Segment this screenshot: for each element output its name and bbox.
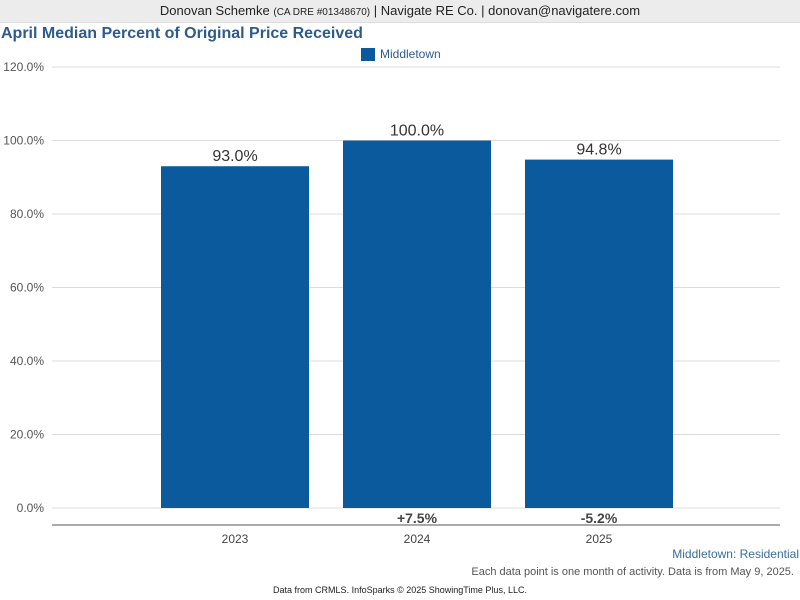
data-label-2024: 100.0% [390, 123, 444, 140]
legend-label: Middletown [380, 47, 441, 61]
y-tick-label: 60.0% [10, 281, 44, 295]
data-label-2023: 93.0% [212, 148, 257, 165]
agent-name: Donovan Schemke [159, 3, 270, 18]
bar-2025[interactable] [525, 159, 673, 509]
bar-2023[interactable] [161, 166, 309, 508]
x-tick-label-2024: 2024 [404, 532, 431, 546]
y-tick-label: 120.0% [3, 60, 44, 74]
agent-header-bar: Donovan Schemke (CA DRE #01348670) | Nav… [0, 0, 800, 23]
series-caption: Middletown: Residential [672, 547, 799, 561]
chart-legend[interactable]: Middletown [361, 46, 441, 62]
y-tick-label: 100.0% [3, 134, 44, 148]
x-tick-label-2023: 2023 [222, 532, 249, 546]
agent-license: (CA DRE #01348670) [273, 7, 371, 18]
y-tick-label: 20.0% [10, 428, 44, 442]
x-tick-label-2025: 2025 [586, 532, 613, 546]
agent-company-email: | Navigate RE Co. | donovan@navigatere.c… [373, 3, 641, 18]
y-tick-label: 0.0% [17, 501, 45, 515]
data-note: Each data point is one month of activity… [471, 566, 794, 578]
data-label-2025: 94.8% [576, 142, 621, 159]
change-label-2024: +7.5% [397, 510, 438, 526]
y-tick-label: 80.0% [10, 207, 44, 221]
chart-title: April Median Percent of Original Price R… [1, 25, 363, 42]
change-label-2025: -5.2% [581, 510, 618, 526]
legend-swatch [361, 47, 375, 61]
bar-2024[interactable] [343, 140, 491, 509]
y-tick-label: 40.0% [10, 354, 44, 368]
footer-credit: Data from CRMLS. InfoSparks © 2025 Showi… [273, 585, 527, 595]
